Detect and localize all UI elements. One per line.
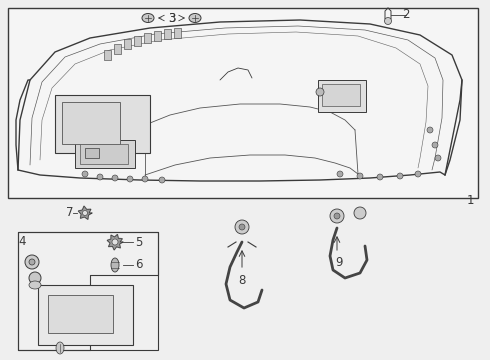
Circle shape: [25, 255, 39, 269]
Bar: [134, 36, 141, 46]
Circle shape: [415, 171, 421, 177]
Circle shape: [397, 173, 403, 179]
Bar: [114, 44, 121, 54]
Text: 9: 9: [335, 256, 343, 270]
Text: 6: 6: [135, 258, 143, 271]
Polygon shape: [107, 234, 123, 250]
Text: 2: 2: [402, 9, 410, 22]
Circle shape: [112, 239, 118, 245]
Bar: [38, 285, 133, 345]
Text: 1: 1: [467, 194, 474, 207]
Bar: [62, 102, 120, 144]
Ellipse shape: [142, 13, 154, 22]
Circle shape: [330, 209, 344, 223]
Circle shape: [357, 173, 363, 179]
Circle shape: [159, 177, 165, 183]
Text: 5: 5: [135, 235, 143, 248]
Circle shape: [29, 272, 41, 284]
Ellipse shape: [111, 258, 119, 272]
Bar: [80, 144, 128, 164]
Circle shape: [385, 18, 392, 24]
Circle shape: [377, 174, 383, 180]
Circle shape: [354, 207, 366, 219]
Polygon shape: [78, 206, 92, 219]
Bar: [318, 80, 366, 112]
Bar: [8, 8, 478, 198]
Circle shape: [334, 213, 340, 219]
Circle shape: [82, 171, 88, 177]
Bar: [322, 84, 360, 106]
Circle shape: [337, 171, 343, 177]
Bar: [154, 31, 161, 41]
Bar: [104, 50, 111, 60]
Bar: [174, 28, 181, 38]
Circle shape: [316, 88, 324, 96]
Circle shape: [432, 142, 438, 148]
Ellipse shape: [29, 281, 41, 289]
Circle shape: [127, 176, 133, 182]
Bar: [75, 140, 135, 168]
Polygon shape: [18, 232, 158, 350]
Circle shape: [82, 211, 88, 216]
Bar: [48, 295, 113, 333]
Circle shape: [235, 220, 249, 234]
Text: 7: 7: [66, 207, 73, 220]
Text: 3: 3: [168, 12, 176, 24]
Ellipse shape: [56, 342, 64, 354]
Bar: [144, 33, 151, 43]
Text: 4: 4: [18, 235, 25, 248]
FancyBboxPatch shape: [18, 232, 158, 350]
Circle shape: [29, 259, 35, 265]
Circle shape: [142, 176, 148, 182]
Text: 3: 3: [168, 12, 176, 24]
Bar: [164, 29, 171, 39]
Text: 8: 8: [238, 274, 245, 287]
Ellipse shape: [189, 13, 201, 22]
Circle shape: [112, 175, 118, 181]
Circle shape: [427, 127, 433, 133]
Bar: [55, 95, 150, 153]
Bar: [124, 39, 131, 49]
Bar: [85, 148, 99, 158]
Circle shape: [435, 155, 441, 161]
Circle shape: [97, 174, 103, 180]
Circle shape: [239, 224, 245, 230]
